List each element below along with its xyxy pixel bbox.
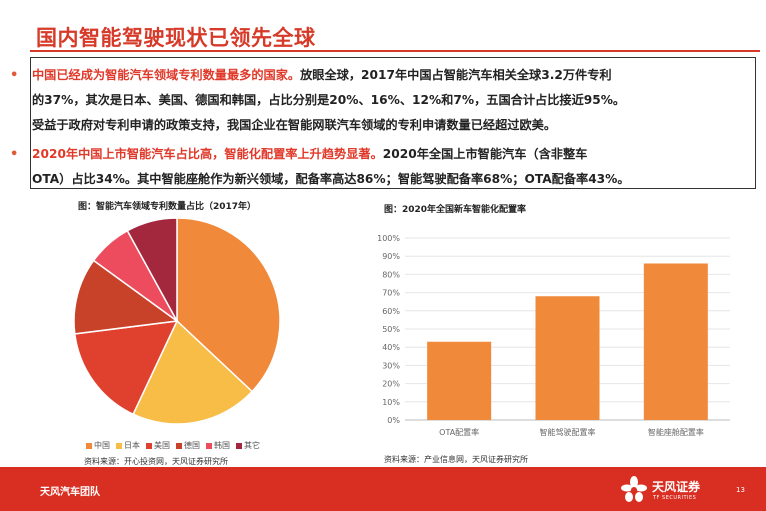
- pie-slice-1: [176, 217, 281, 393]
- y-tick-label: 0%: [387, 416, 400, 425]
- flower-logo-icon: [621, 476, 647, 502]
- y-tick-label: 20%: [382, 380, 400, 389]
- legend-item: 美国: [146, 440, 170, 451]
- pie-legend: 中国 日本 美国 德国 韩国 其它: [86, 440, 260, 451]
- legend-label: 韩国: [214, 441, 230, 450]
- x-tick-label: OTA配置率: [439, 427, 479, 437]
- y-tick-label: 100%: [377, 234, 400, 243]
- bullet-2-line1: 2020年全国上市智能汽车（含非整车: [382, 147, 588, 161]
- bullet-1-highlight: 中国已经成为智能汽车领域专利数量最多的国家。: [32, 68, 301, 82]
- x-tick-label: 智能座舱配置率: [648, 427, 704, 437]
- logo-subtitle: TF SECURITIES: [653, 495, 697, 501]
- bullet-1-line2: 的37%，其次是日本、美国、德国和韩国，占比分别是20%、16%、12%和7%，…: [32, 93, 626, 107]
- legend-swatch: [116, 442, 122, 449]
- x-tick-label: 智能驾驶配置率: [540, 427, 596, 437]
- pie-slice-4: [73, 259, 179, 335]
- y-tick-label: 70%: [382, 289, 400, 298]
- summary-box: [30, 57, 756, 189]
- footer-team: 天风汽车团队: [40, 487, 100, 498]
- y-tick-label: 30%: [382, 361, 400, 370]
- legend-label: 中国: [94, 441, 110, 450]
- y-tick-label: 50%: [382, 325, 400, 334]
- page-number: 13: [736, 486, 745, 494]
- legend-label: 美国: [154, 441, 170, 450]
- bar-3: [643, 263, 708, 420]
- legend-item: 韩国: [206, 440, 230, 451]
- y-tick-label: 40%: [382, 343, 400, 352]
- page-title: 国内智能驾驶现状已领先全球: [36, 26, 316, 50]
- legend-label: 德国: [184, 441, 200, 450]
- bar-2: [535, 296, 600, 420]
- bar-1: [427, 341, 492, 420]
- pie-chart: [73, 217, 281, 425]
- pie-slice-6: [126, 217, 178, 322]
- pie-slice-2: [132, 319, 254, 425]
- bullet-1: • 中国已经成为智能汽车领域专利数量最多的国家。放眼全球，2017年中国占智能汽…: [10, 63, 722, 138]
- legend-swatch: [236, 442, 242, 449]
- bullet-2: • 2020年中国上市智能汽车占比高，智能化配置率上升趋势显著。2020年全国上…: [10, 142, 722, 192]
- bullet-dot: •: [10, 68, 19, 83]
- legend-label: 其它: [244, 441, 260, 450]
- title-divider: [30, 50, 760, 52]
- legend-item: 日本: [116, 440, 140, 451]
- legend-item: 其它: [236, 440, 260, 451]
- legend-item: 德国: [176, 440, 200, 451]
- legend-item: 中国: [86, 440, 110, 451]
- bullet-dot: •: [10, 147, 19, 162]
- y-tick-label: 90%: [382, 252, 400, 261]
- bullet-1-line1: 放眼全球，2017年中国占智能汽车相关全球3.2万件专利: [300, 68, 612, 82]
- bullet-2-highlight: 2020年中国上市智能汽车占比高，智能化配置率上升趋势显著。: [32, 147, 383, 161]
- bar-chart: 0% 10% 20% 30% 40% 50% 60% 70% 80% 90% 100% OTA配置率 智…: [377, 234, 730, 437]
- left-figure-source: 资料来源：开心投资网，天风证券研究所: [84, 457, 228, 466]
- pie-slice-3: [73, 320, 179, 416]
- legend-swatch: [206, 442, 212, 449]
- y-tick-label: 10%: [382, 398, 400, 407]
- legend-label: 日本: [124, 441, 140, 450]
- right-figure-caption: 图：2020年全国新车智能化配置率: [384, 205, 527, 215]
- bullet-1-line3: 受益于政府对专利申请的政策支持，我国企业在智能网联汽车领域的专利申请数量已经超过…: [32, 118, 557, 132]
- right-figure-source: 资料来源：产业信息网，天风证券研究所: [384, 455, 528, 464]
- legend-swatch: [176, 442, 182, 449]
- bullet-2-line2: OTA）占比34%。其中智能座舱作为新兴领域，配备率高达86%；智能驾驶配备率6…: [32, 172, 630, 186]
- logo-text: 天风证券: [652, 480, 701, 494]
- legend-swatch: [146, 442, 152, 449]
- left-figure-caption: 图：智能汽车领域专利数量占比（2017年）: [78, 202, 257, 212]
- y-tick-label: 80%: [382, 270, 400, 279]
- legend-swatch: [86, 442, 92, 449]
- y-tick-label: 60%: [382, 307, 400, 316]
